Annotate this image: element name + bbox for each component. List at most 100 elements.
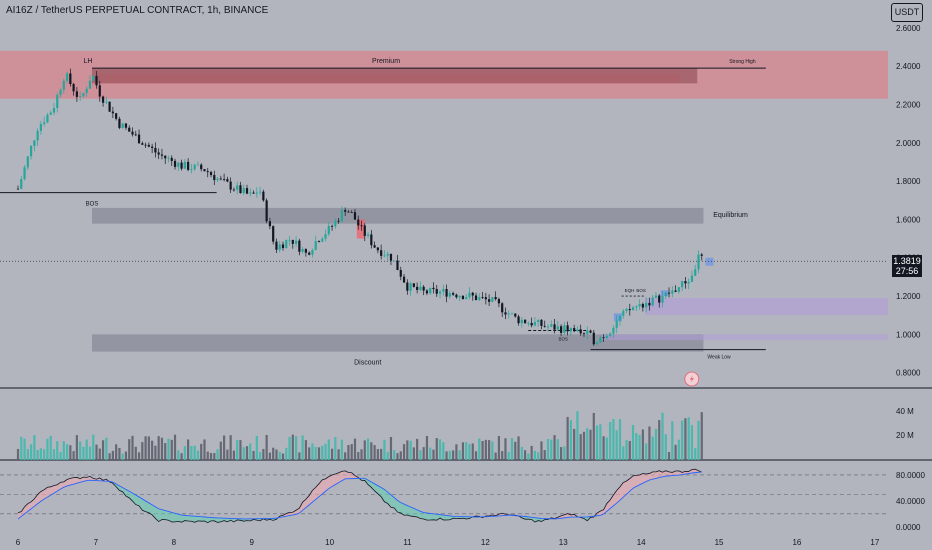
candle-body [674,290,677,292]
osc-fill [194,516,198,523]
volume-bar [232,450,236,460]
osc-fill [665,470,670,477]
bos-label-small: BOS [636,288,646,293]
volume-bar [664,434,667,460]
candle-body [383,255,386,257]
candle-body [196,164,200,166]
volume-bar [651,436,654,460]
osc-fill [318,479,323,497]
volume-bar [170,439,173,460]
volume-bar [474,451,478,460]
candle-body [213,174,216,181]
volume-bar [236,440,239,460]
candle-body [435,289,438,294]
osc-fill [446,515,450,521]
candle-body [432,287,435,290]
volume-bar [448,450,451,460]
candle-body [651,297,654,306]
osc-fill [351,472,355,479]
candle-body [573,328,576,332]
candle-body [478,297,481,300]
candle-body [285,240,288,249]
strong-high-label: Strong High [729,59,756,65]
candle-body [268,221,272,227]
osc-fill [73,477,77,485]
candles-layer [16,68,703,346]
candle-body [301,249,304,252]
osc-fill [139,496,143,511]
candle-body [438,291,442,294]
volume-bar [196,450,200,460]
candle-body [533,322,537,326]
volume-bar [134,446,137,460]
volume-bar [582,431,586,460]
candle-body [406,282,409,291]
volume-bar [301,435,304,460]
currency-button[interactable]: USDT [891,3,923,22]
candle-body [36,130,39,141]
osc-fill [669,471,673,476]
volume-bar [203,439,206,460]
candle-body [363,225,366,236]
candle-body [458,295,461,298]
volume-bar [173,434,177,460]
osc-fill [456,516,460,519]
time-tick: 8 [172,538,177,547]
volume-bar [141,442,144,460]
volume-bar [52,449,56,460]
osc-fill [302,499,306,511]
volume-bar [602,436,605,460]
weak-low-label: Weak Low [707,355,731,361]
volume-bar [393,450,396,460]
candle-body [115,113,118,119]
osc-fill [678,470,683,476]
candle-body [134,134,137,136]
candle-body [366,234,370,236]
volume-bar [167,438,170,460]
volume-bar [213,453,216,460]
time-tick: 6 [16,538,21,547]
volume-bar [429,447,432,460]
candle-body [589,330,592,333]
candle-body [193,164,196,170]
candle-body [402,276,406,283]
volume-bar [465,442,468,460]
candle-body [29,145,33,157]
volume-bar [314,446,317,460]
candle-body [69,73,72,85]
candle-body [85,88,88,93]
volume-bar [115,444,118,460]
axis-layer: 2.60002.40002.20002.00001.80001.60001.40… [16,24,926,547]
volume-bar [520,446,523,460]
candle-body [258,191,262,193]
volume-bar [654,428,658,460]
volume-bar [641,429,644,460]
osc-d-line [17,471,702,520]
candle-body [416,286,419,290]
bos-label-left: BOS [86,202,99,208]
osc-fill [695,469,699,473]
purple-zone-lower [602,334,888,341]
time-tick: 15 [715,538,724,547]
volume-bar [592,412,595,460]
osc-fill [76,477,81,484]
volume-bar [29,444,33,460]
bar-countdown: 27:56 [895,266,919,276]
candle-body [474,295,478,300]
osc-fill [397,500,401,513]
volume-bar [533,450,537,460]
volume-bar [553,435,556,460]
premium-label: Premium [372,58,400,65]
volume-bar [137,452,141,460]
candle-body [517,316,520,324]
candle-body [304,249,307,253]
osc-fill [34,494,38,507]
volume-bar [622,446,625,460]
candle-body [101,96,105,103]
volume-bar [144,436,147,460]
candle-body [425,290,429,294]
osc-k-line [17,468,702,524]
osc-fill [125,489,130,498]
volume-bar [177,450,180,460]
